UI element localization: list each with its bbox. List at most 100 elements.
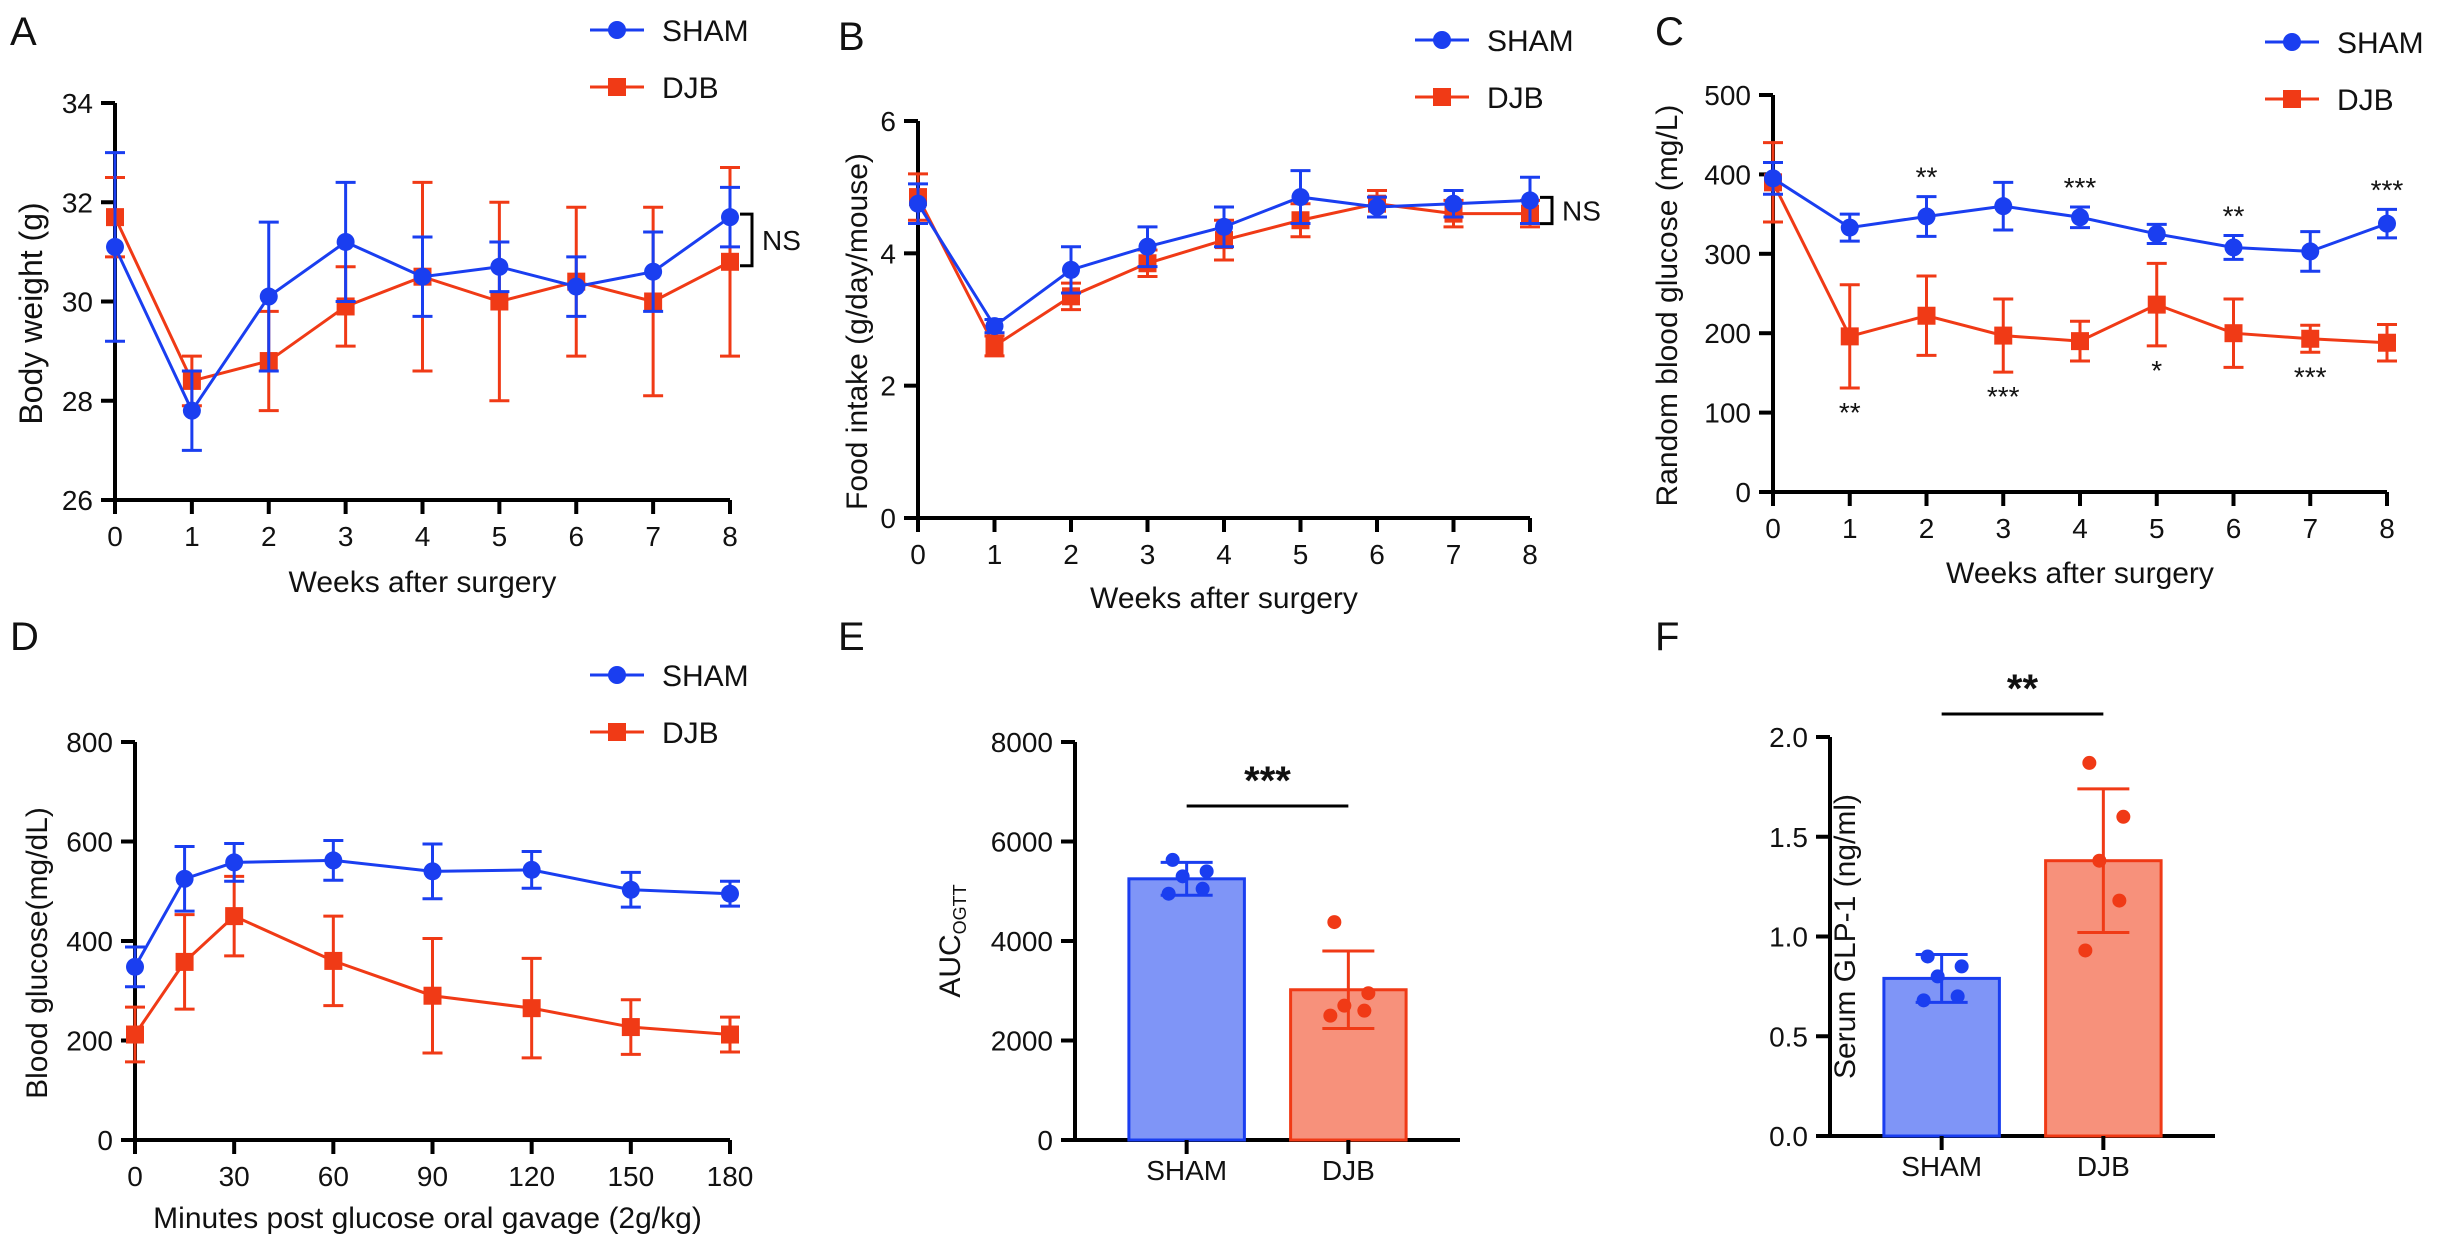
x-tick-label: 4 [2072, 513, 2088, 544]
data-point-sham [1368, 198, 1386, 217]
x-axis-title: Minutes post glucose oral gavage (2g/kg) [153, 1202, 702, 1235]
significance-mark: *** [1987, 381, 2020, 412]
x-tick-label: 8 [722, 521, 738, 552]
y-axis-title: Body weight (g) [13, 202, 49, 424]
data-point-sham [522, 860, 541, 879]
y-axis-title: Random blood glucose (mg/L) [1651, 105, 1684, 507]
data-point-sham [324, 851, 343, 870]
y-tick-label: 600 [66, 827, 113, 858]
y-tick-label: 200 [66, 1026, 113, 1057]
significance-mark: * [2151, 355, 2162, 386]
data-point-sham [2071, 208, 2089, 227]
y-tick-label: 800 [66, 727, 113, 758]
ns-label: NS [1562, 196, 1601, 227]
data-point-sham [423, 862, 442, 881]
x-tick-label: 5 [1293, 539, 1309, 570]
x-axis-title: Weeks after surgery [1090, 582, 1358, 615]
data-point-sham [1840, 218, 1859, 237]
legend-marker-sham [608, 21, 626, 39]
significance-mark: *** [2371, 174, 2404, 205]
significance-mark: ** [1916, 162, 1938, 193]
y-tick-label: 2.0 [1769, 722, 1808, 753]
legend-label: DJB [662, 72, 719, 105]
legend-label: SHAM [2337, 27, 2424, 60]
data-point-sham [644, 262, 663, 281]
panel-label: C [1655, 10, 1684, 54]
x-tick-label: 0 [910, 539, 926, 570]
x-tick-label: DJB [2077, 1151, 2130, 1182]
y-tick-label: 2000 [991, 1026, 1053, 1057]
data-point-sham [1062, 260, 1080, 279]
data-point-djb [1357, 1003, 1372, 1018]
y-tick-label: 6 [880, 106, 896, 137]
data-point-sham [721, 208, 739, 227]
data-point-djb [985, 336, 1004, 355]
panel-f: F 0.0 0.5 1.0 1.5 2.0 SHAM DJB ** Serum GLP-1 (ng… [1655, 615, 2215, 1182]
legend-label: DJB [662, 717, 719, 750]
x-tick-label: 6 [1369, 539, 1385, 570]
data-point-sham [1215, 217, 1233, 236]
legend-marker-sham [608, 666, 626, 684]
data-point-sham [1161, 886, 1176, 901]
x-tick-label: 120 [508, 1161, 555, 1192]
legend-marker-djb [1433, 88, 1451, 106]
y-tick-label: 0 [1037, 1125, 1053, 1156]
data-point-sham [567, 277, 586, 296]
data-point-sham [1138, 237, 1157, 256]
data-point-sham [1994, 197, 2013, 216]
y-tick-label: 28 [62, 386, 93, 417]
data-point-sham [1930, 969, 1945, 984]
legend-marker-djb [608, 78, 626, 96]
x-tick-label: SHAM [1901, 1151, 1982, 1182]
x-tick-label: 5 [492, 521, 508, 552]
data-point-sham [1916, 993, 1931, 1008]
y-tick-label: 200 [1704, 318, 1751, 349]
legend-marker-djb [608, 723, 626, 741]
x-tick-label: 7 [645, 521, 661, 552]
x-tick-label: 6 [568, 521, 584, 552]
y-axis-title-main: AUC [934, 934, 967, 997]
x-tick-label: 90 [417, 1161, 448, 1192]
x-tick-label: 4 [1216, 539, 1232, 570]
data-point-djb [2147, 295, 2166, 314]
panel-label: E [838, 615, 865, 659]
panel-label: B [838, 15, 865, 59]
data-point-djb [175, 952, 194, 971]
legend-marker-sham [2283, 33, 2301, 51]
data-point-djb [423, 986, 442, 1005]
x-tick-label: 7 [2302, 513, 2318, 544]
data-point-sham [259, 287, 278, 306]
data-point-sham [1291, 188, 1310, 207]
data-point-djb [2078, 943, 2093, 958]
bar-sham [1127, 877, 1246, 1142]
data-point-djb [2116, 809, 2131, 824]
x-tick-label: 1 [1842, 513, 1858, 544]
data-point-sham [1521, 191, 1539, 210]
data-point-sham [336, 232, 355, 251]
y-tick-label: 26 [62, 485, 93, 516]
x-tick-label: 150 [607, 1161, 654, 1192]
data-point-sham [2224, 238, 2243, 257]
x-tick-label: 2 [261, 521, 277, 552]
data-point-sham [413, 267, 432, 286]
data-point-sham [182, 401, 201, 420]
data-point-sham [2301, 242, 2320, 261]
significance-mark: *** [2294, 361, 2327, 392]
data-point-sham [1165, 852, 1180, 867]
y-tick-label: 6000 [991, 827, 1053, 858]
data-point-djb [225, 907, 244, 926]
y-axis-title: Serum GLP-1 (ng/ml) [1829, 794, 1862, 1079]
data-point-djb [2301, 329, 2320, 348]
data-point-sham [985, 317, 1004, 336]
significance-mark: *** [2064, 172, 2097, 203]
x-axis-title: Weeks after surgery [289, 566, 557, 599]
x-tick-label: 2 [1919, 513, 1935, 544]
x-tick-label: 5 [2149, 513, 2165, 544]
data-point-djb [1917, 306, 1936, 325]
data-point-sham [1195, 881, 1210, 896]
y-tick-label: 0 [97, 1125, 113, 1156]
y-tick-label: 34 [62, 88, 93, 119]
data-point-sham [721, 884, 739, 903]
